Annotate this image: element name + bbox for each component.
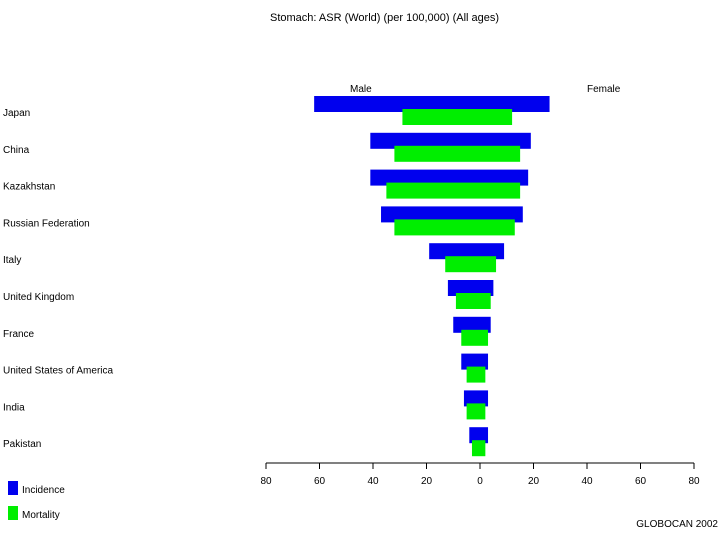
bar-mortality <box>466 366 486 383</box>
bar-incidence <box>381 206 523 223</box>
legend-swatch-incidence <box>8 481 18 495</box>
female-side-label: Female <box>587 84 621 95</box>
x-tick-label: 60 <box>314 476 326 487</box>
bar-incidence <box>463 390 489 407</box>
bar-incidence <box>447 280 494 296</box>
bar-incidence <box>370 132 531 149</box>
category-label: France <box>3 329 35 340</box>
category-label: Japan <box>3 108 30 119</box>
bar-mortality <box>386 182 521 199</box>
footer-source: GLOBOCAN 2002 <box>636 519 718 530</box>
legend-swatch-mortality <box>8 506 18 520</box>
legend-label-incidence: Incidence <box>22 485 65 496</box>
tick-marks <box>265 463 695 469</box>
bar-incidence <box>453 316 491 333</box>
category-label: China <box>3 145 30 156</box>
x-tick-label: 80 <box>260 476 272 487</box>
x-tick-label: 40 <box>367 476 379 487</box>
category-labels: Japan China Kazakhstan Russian Federation It… <box>3 108 113 450</box>
category-label: Italy <box>3 255 21 266</box>
category-label: Kazakhstan <box>3 182 55 193</box>
bar-mortality <box>394 145 521 162</box>
category-label: India <box>3 402 25 413</box>
x-tick-label: 40 <box>581 476 593 487</box>
bar-incidence <box>429 243 505 260</box>
bar-incidence <box>370 169 529 186</box>
x-tick-label: 0 <box>477 476 483 487</box>
x-tick-label: 60 <box>635 476 647 487</box>
category-label: Russian Federation <box>3 218 90 229</box>
bar-mortality <box>471 440 486 457</box>
x-tick-label: 20 <box>421 476 433 487</box>
x-tick-label: 20 <box>528 476 540 487</box>
legend: Incidence Mortality <box>8 481 65 521</box>
category-label: United States of America <box>3 366 113 377</box>
x-tick-label: 80 <box>688 476 700 487</box>
bar-mortality <box>455 293 491 309</box>
category-label: Pakistan <box>3 439 41 450</box>
male-side-label: Male <box>350 84 372 95</box>
bar-incidence <box>469 427 489 444</box>
bars <box>314 96 550 457</box>
bar-mortality <box>394 219 515 236</box>
bar-incidence <box>461 353 489 370</box>
bar-mortality <box>402 109 513 125</box>
bar-mortality <box>461 329 489 346</box>
bar-incidence <box>314 96 550 112</box>
tick-labels: 80 60 40 20 0 20 40 60 80 <box>260 476 700 487</box>
chart-title: Stomach: ASR (World) (per 100,000) (All … <box>270 12 499 24</box>
legend-label-mortality: Mortality <box>22 510 60 521</box>
x-axis: 80 60 40 20 0 20 40 60 80 <box>260 462 700 487</box>
bar-mortality <box>445 256 497 273</box>
category-label: United Kingdom <box>3 292 74 303</box>
bar-mortality <box>466 403 486 420</box>
